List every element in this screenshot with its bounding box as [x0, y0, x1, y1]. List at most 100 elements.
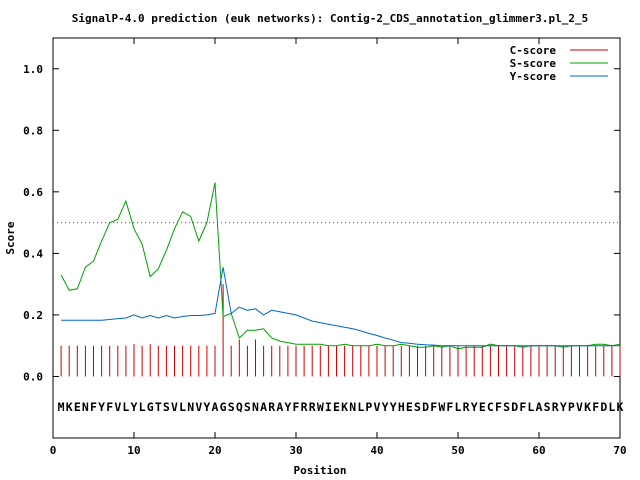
x-tick-label: 40	[370, 444, 383, 457]
sequence-letter: N	[252, 400, 259, 414]
sequence-letter: S	[544, 400, 551, 414]
sequence-letter: F	[446, 400, 453, 414]
sequence-letter: G	[220, 400, 227, 414]
sequence-letter: P	[365, 400, 372, 414]
sequence-letter: E	[333, 400, 340, 414]
y-tick-label: 0.4	[23, 247, 43, 260]
sequence-letter: R	[552, 400, 559, 414]
sequence-letter: G	[147, 400, 154, 414]
sequence-letter: W	[438, 400, 445, 414]
sequence-letter: E	[406, 400, 413, 414]
sequence-letter: K	[66, 400, 73, 414]
c-score-impulses	[60, 284, 621, 377]
legend-label: Y-score	[510, 70, 557, 83]
y-axis: 0.0 0.2 0.4 0.6 0.8 1.0	[23, 63, 620, 383]
sequence-letter: V	[374, 400, 381, 414]
sequence-letter: D	[600, 400, 607, 414]
sequence-letter: K	[341, 400, 348, 414]
sequence-letter: V	[171, 400, 178, 414]
sequence-letter: K	[584, 400, 591, 414]
s-scoreline	[60, 182, 621, 350]
sequence-letter: E	[479, 400, 486, 414]
x-tick-label: 0	[50, 444, 57, 457]
sequence-letter: A	[212, 400, 219, 414]
sequence-letter: V	[195, 400, 202, 414]
sequence-letter: L	[527, 400, 534, 414]
sequence-letter: S	[414, 400, 421, 414]
sequence-letter: V	[576, 400, 583, 414]
sequence-letter: T	[155, 400, 162, 414]
sequence-letter: S	[228, 400, 235, 414]
y-tick-label: 0.8	[23, 124, 43, 137]
sequence-letter: I	[325, 400, 332, 414]
sequence-letter: K	[617, 400, 624, 414]
sequence-letter: V	[114, 400, 121, 414]
sequence-letter: Y	[284, 400, 291, 414]
x-tick-label: 70	[613, 444, 626, 457]
x-tick-label: 30	[289, 444, 302, 457]
sequence-letter: L	[357, 400, 364, 414]
x-tick-label: 60	[532, 444, 545, 457]
sequence-letter: N	[349, 400, 356, 414]
sequence-letter: Y	[560, 400, 567, 414]
sequence-letter: W	[317, 400, 324, 414]
sequence-letter: L	[179, 400, 186, 414]
sequence-letter: Y	[131, 400, 138, 414]
sequence-letter: Y	[203, 400, 210, 414]
sequence-letter: Q	[236, 400, 243, 414]
sequence-letter: Y	[390, 400, 397, 414]
sequence-letter: N	[187, 400, 194, 414]
sequence-letter: F	[519, 400, 526, 414]
sequence-letter: F	[90, 400, 97, 414]
sequence-letter: F	[592, 400, 599, 414]
sequence-letter: H	[398, 400, 405, 414]
legend-label: C-score	[510, 44, 557, 57]
sequence-letter: L	[608, 400, 615, 414]
plot-area-frame	[52, 37, 621, 439]
sequence-letter: Y	[98, 400, 105, 414]
x-tick-label: 10	[127, 444, 140, 457]
x-tick-label: 20	[208, 444, 221, 457]
sequence-letter: A	[276, 400, 283, 414]
sequence-letter: A	[260, 400, 267, 414]
sequence-letter: P	[568, 400, 575, 414]
sequence-letter: R	[301, 400, 308, 414]
sequence-letter: C	[487, 400, 494, 414]
x-axis-label: Position	[294, 464, 347, 477]
sequence-letter: D	[511, 400, 518, 414]
score-lines	[60, 182, 621, 350]
sequence-letter: R	[463, 400, 470, 414]
sequence-letter: Y	[471, 400, 478, 414]
sequence-letter: F	[293, 400, 300, 414]
sequence-letter: N	[82, 400, 89, 414]
sequence-letter: S	[163, 400, 170, 414]
sequence-letter: R	[309, 400, 316, 414]
y-scoreline	[61, 267, 620, 347]
sequence-letter: E	[74, 400, 81, 414]
y-tick-label: 0.0	[23, 370, 43, 383]
legend-label: S-score	[510, 57, 557, 70]
sequence-letter: Y	[382, 400, 389, 414]
sequence-letter: S	[244, 400, 251, 414]
y-tick-label: 0.2	[23, 309, 43, 322]
x-axis: 0 10 20 30 40 50 60 70	[50, 38, 627, 457]
sequence-letter: D	[422, 400, 429, 414]
y-tick-label: 0.6	[23, 186, 43, 199]
y-tick-label: 1.0	[23, 63, 43, 76]
y-axis-label: Score	[4, 221, 17, 254]
sequence-letter: R	[268, 400, 275, 414]
sequence-letter: L	[139, 400, 146, 414]
sequence-letter: S	[503, 400, 510, 414]
sequence-letter: F	[430, 400, 437, 414]
x-tick-label: 50	[451, 444, 464, 457]
sequence-letter: F	[495, 400, 502, 414]
sequence-letter: L	[122, 400, 129, 414]
sequence-letter: M	[58, 400, 65, 414]
sequence-letter: A	[536, 400, 543, 414]
chart-title: SignalP-4.0 prediction (euk networks): C…	[72, 12, 589, 25]
sequence-letter: F	[106, 400, 113, 414]
sequence-letter: L	[455, 400, 462, 414]
